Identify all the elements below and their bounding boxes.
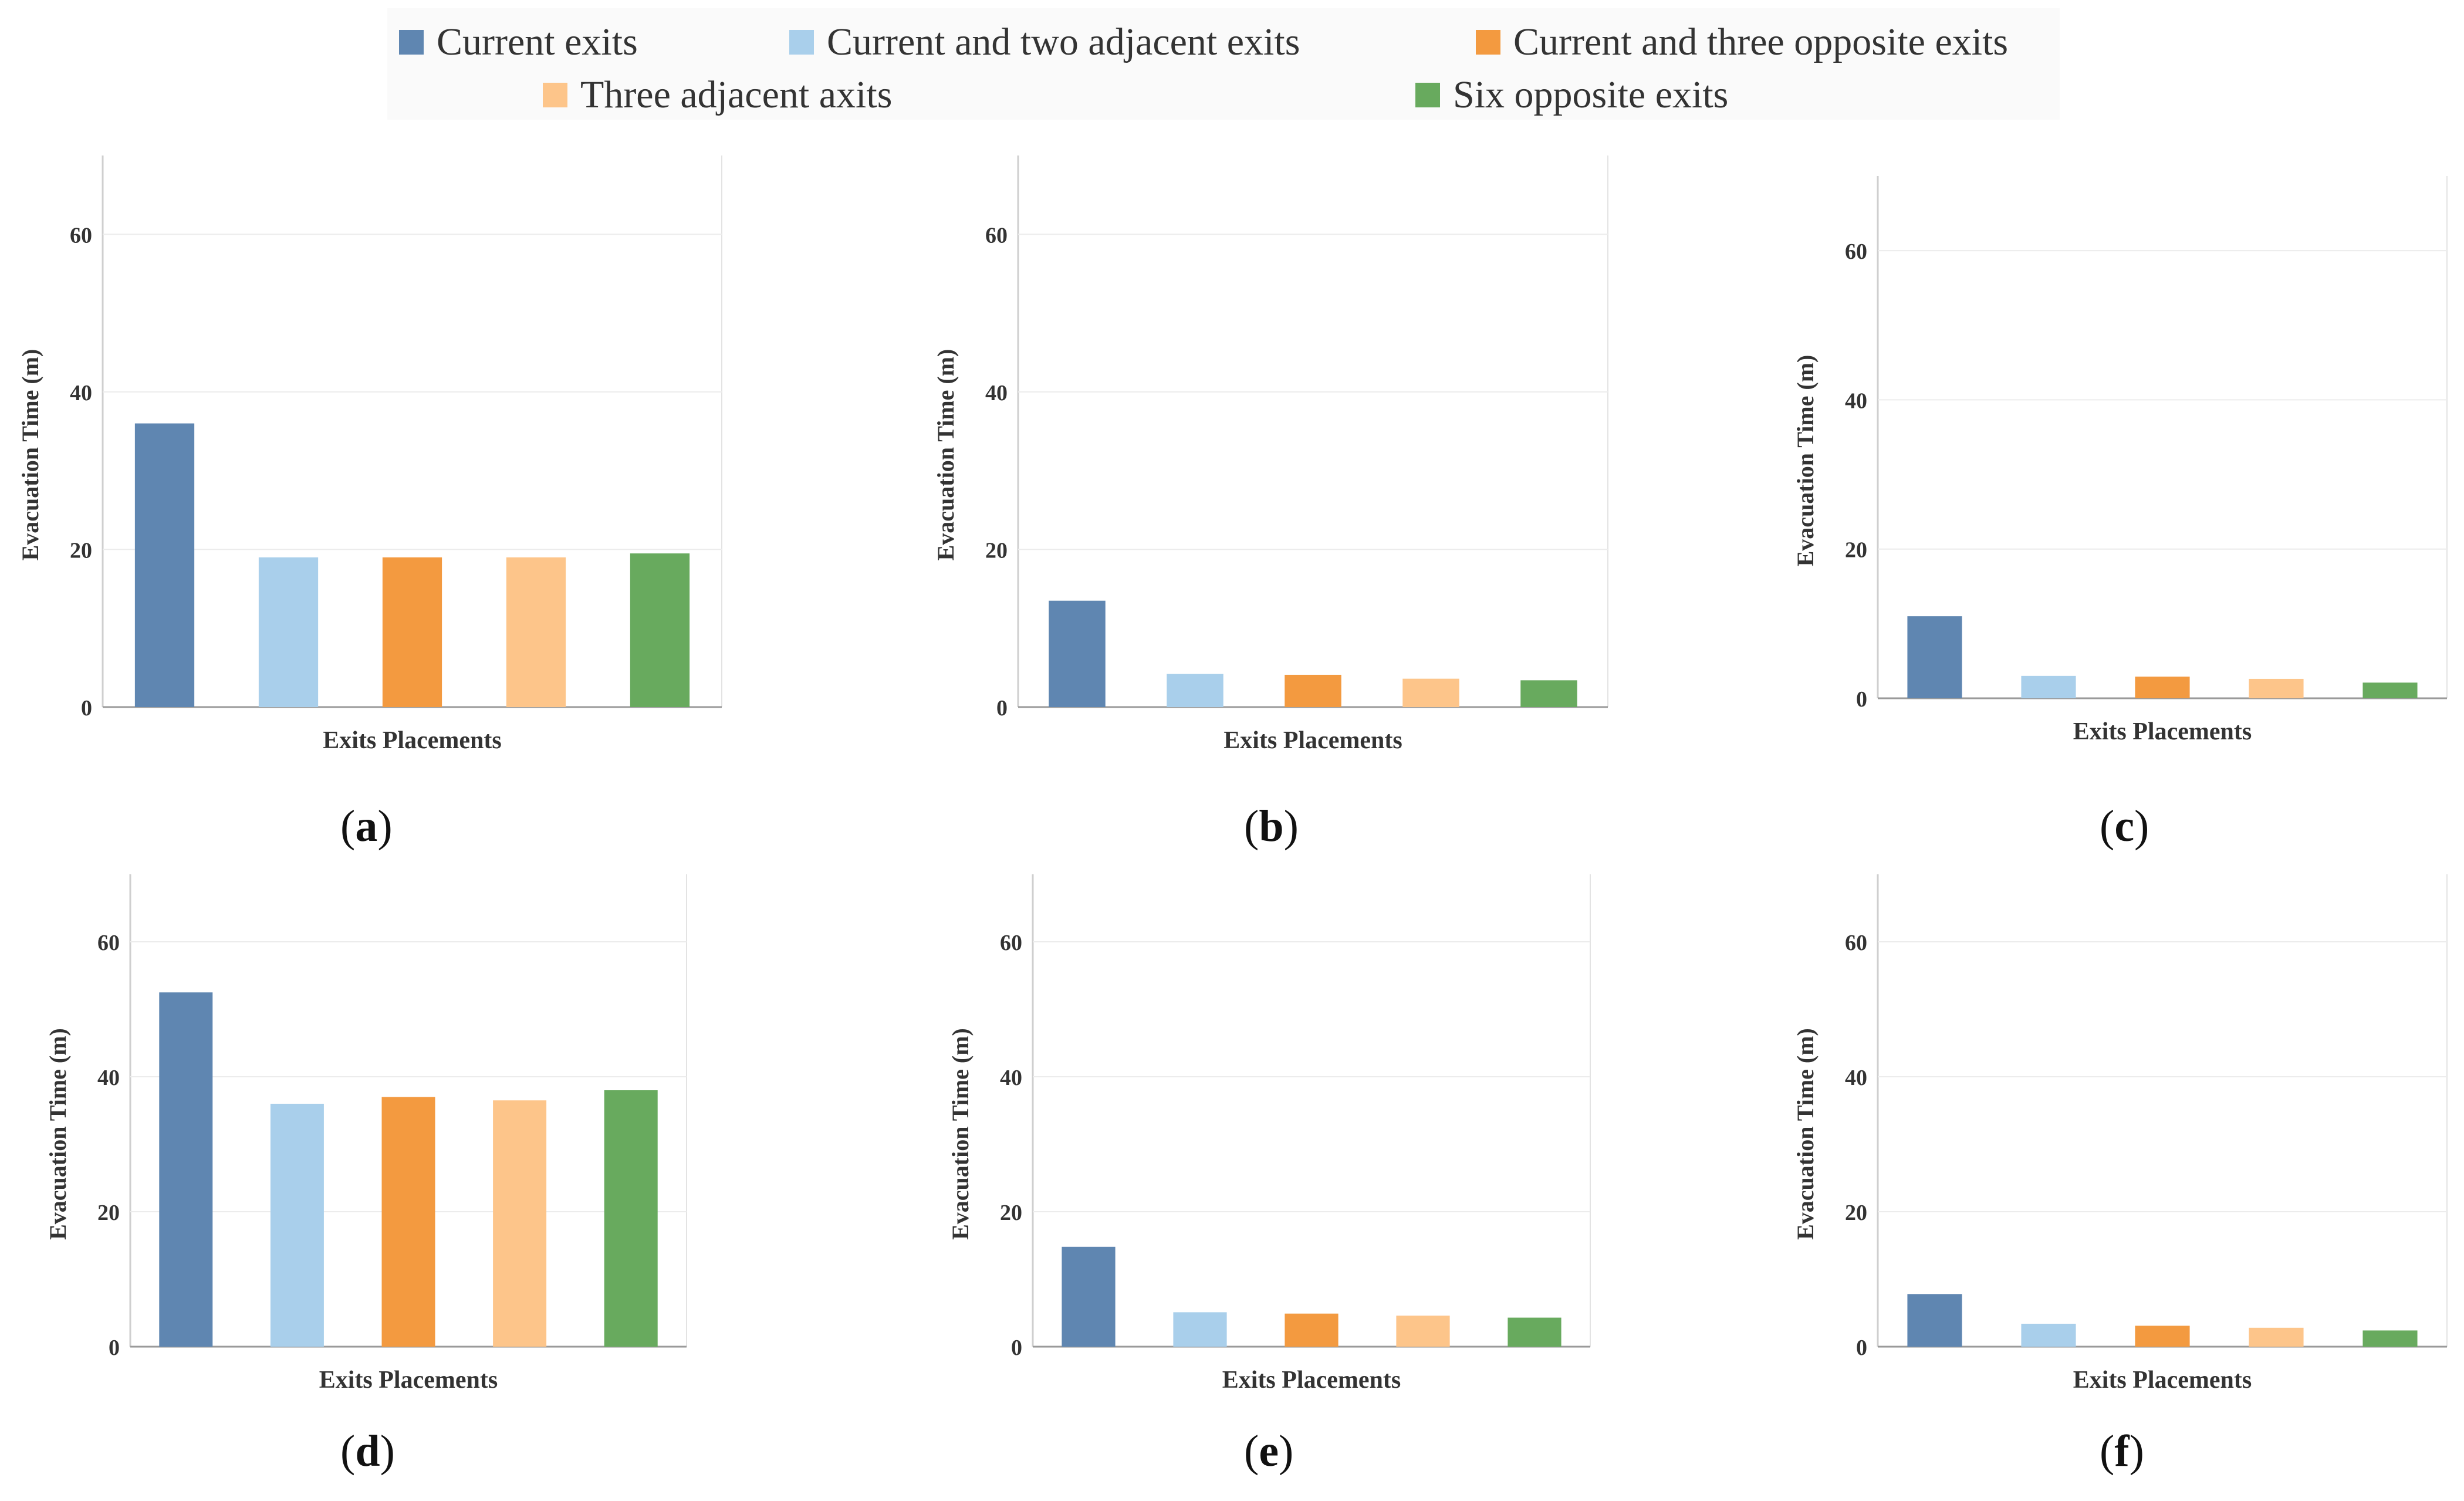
bar-3 <box>381 1097 435 1347</box>
legend-swatch-icon <box>1476 30 1500 55</box>
y-tick-label: 40 <box>985 381 1008 405</box>
legend-label: Current exits <box>437 21 638 63</box>
y-tick-label: 40 <box>1000 1066 1022 1090</box>
y-tick-label: 0 <box>1856 687 1867 712</box>
y-tick-label: 60 <box>70 223 92 248</box>
legend-swatch-icon <box>789 30 814 55</box>
chart-f: 0 20 40 60 Exits Placements Evacuation Time (… <box>1792 874 2448 1394</box>
x-axis-label: Exits Placements <box>1222 1367 1401 1394</box>
bar-4 <box>2249 678 2304 698</box>
y-tick-label: 60 <box>1845 931 1867 955</box>
caption-f: (f) <box>2100 1426 2144 1476</box>
bar-2 <box>258 557 319 707</box>
bar-4 <box>2249 1327 2304 1347</box>
legend-item-current-three-opposite: Current and three opposite exits <box>1476 20 2008 65</box>
caption-d: (d) <box>340 1426 395 1476</box>
legend-item-six-opposite: Six opposite exits <box>1415 73 1728 117</box>
bar-1 <box>1049 600 1106 707</box>
chart-b: 0 20 40 60 Exits Placements Evacuation Time (… <box>932 155 1608 754</box>
legend-item-three-adjacent: Three adjacent axits <box>543 73 892 117</box>
bar-1 <box>1907 1294 1962 1347</box>
y-tick-label: 60 <box>985 223 1008 248</box>
x-axis-label: Exits Placements <box>2073 718 2252 745</box>
chart-legend: Current exits Current and two adjacent e… <box>387 8 2060 120</box>
bar-5 <box>1508 1317 1561 1347</box>
y-tick-label: 0 <box>1011 1336 1022 1360</box>
bar-5 <box>2362 1330 2418 1347</box>
y-axis-label: Evacuation Time (m) <box>932 349 959 561</box>
bar-1 <box>134 423 195 707</box>
y-tick-label: 20 <box>97 1201 120 1225</box>
legend-label: Current and two adjacent exits <box>827 21 1300 63</box>
chart-d: 0 20 40 60 Exits Placements Evacuation Time (… <box>45 874 687 1394</box>
y-tick-label: 40 <box>1845 388 1867 413</box>
legend-label: Six opposite exits <box>1453 73 1729 116</box>
chart-e: 0 20 40 60 Exits Placements Evacuation Time (… <box>947 874 1591 1394</box>
bar-3 <box>1285 674 1341 707</box>
y-tick-label: 20 <box>1000 1201 1022 1225</box>
caption-b: (b) <box>1244 802 1299 851</box>
y-tick-label: 20 <box>985 538 1008 563</box>
y-tick-label: 0 <box>81 696 92 721</box>
bar-1 <box>159 992 213 1347</box>
y-tick-label: 0 <box>996 696 1008 721</box>
y-tick-label: 40 <box>70 381 92 405</box>
y-tick-label: 40 <box>97 1066 120 1090</box>
y-tick-label: 20 <box>1845 538 1867 563</box>
y-axis-label: Evacuation Time (m) <box>17 349 43 561</box>
bar-1 <box>1062 1246 1116 1347</box>
y-tick-label: 0 <box>1856 1336 1867 1360</box>
bar-4 <box>506 557 566 707</box>
legend-swatch-icon <box>1415 83 1440 107</box>
legend-swatch-icon <box>399 30 424 55</box>
legend-item-current-exits: Current exits <box>399 20 638 65</box>
x-axis-label: Exits Placements <box>319 1367 498 1394</box>
bar-2 <box>2021 1323 2076 1347</box>
y-tick-label: 0 <box>109 1336 120 1360</box>
caption-e: (e) <box>1244 1426 1294 1476</box>
legend-item-current-two-adjacent: Current and two adjacent exits <box>789 20 1300 65</box>
y-tick-label: 40 <box>1845 1066 1867 1090</box>
bar-5 <box>630 553 690 707</box>
bar-5 <box>2362 682 2418 698</box>
x-axis-label: Exits Placements <box>323 727 501 754</box>
bar-2 <box>1173 1312 1227 1347</box>
bar-1 <box>1907 616 1962 698</box>
legend-label: Three adjacent axits <box>580 73 893 116</box>
chart-c: 0 20 40 60 Exits Placements Evacuation Time (… <box>1792 176 2448 745</box>
y-axis-label: Evacuation Time (m) <box>1792 355 1819 567</box>
y-tick-label: 20 <box>70 538 92 563</box>
y-tick-label: 60 <box>1845 239 1867 264</box>
legend-label: Current and three opposite exits <box>1513 21 2009 63</box>
y-axis-label: Evacuation Time (m) <box>947 1028 974 1240</box>
bar-4 <box>1396 1316 1450 1347</box>
y-tick-label: 20 <box>1845 1201 1867 1225</box>
chart-a: 0 20 40 60 Exits Placements Evacuation Time (… <box>17 155 722 754</box>
y-axis-label: Evacuation Time (m) <box>1792 1028 1819 1240</box>
bar-2 <box>2021 675 2076 698</box>
bar-3 <box>2135 1326 2190 1347</box>
bar-4 <box>493 1100 547 1347</box>
bar-2 <box>1167 674 1223 707</box>
bar-4 <box>1402 678 1459 707</box>
bar-5 <box>1520 680 1577 707</box>
x-axis-label: Exits Placements <box>1223 727 1402 754</box>
bar-3 <box>1285 1313 1339 1347</box>
caption-c: (c) <box>2100 802 2149 851</box>
caption-a: (a) <box>340 802 393 851</box>
y-tick-label: 60 <box>97 931 120 955</box>
bar-5 <box>604 1090 658 1347</box>
x-axis-label: Exits Placements <box>2073 1367 2252 1394</box>
bar-3 <box>2135 677 2190 698</box>
y-axis-label: Evacuation Time (m) <box>45 1028 71 1240</box>
legend-swatch-icon <box>543 83 567 107</box>
y-tick-label: 60 <box>1000 931 1022 955</box>
bar-3 <box>382 557 442 707</box>
bar-2 <box>270 1104 324 1347</box>
